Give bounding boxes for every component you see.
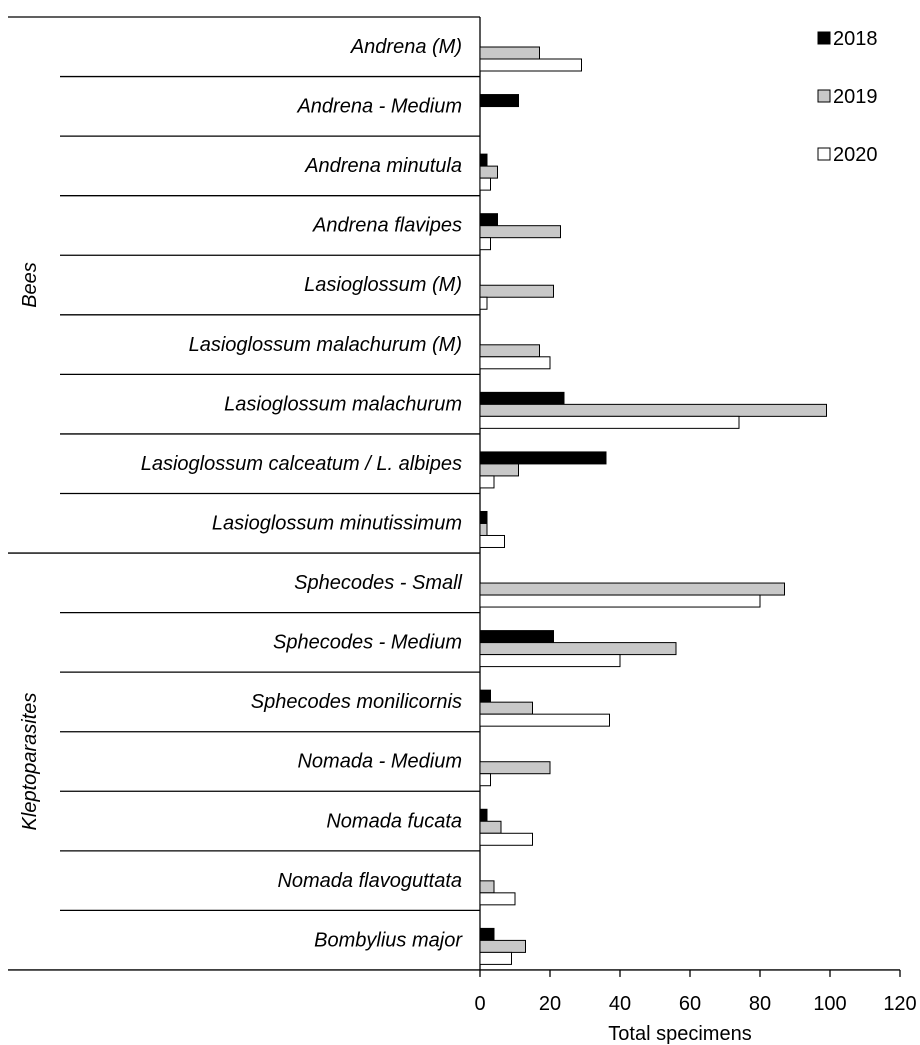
bar-2019 — [479, 642, 677, 656]
bar-2018 — [479, 510, 488, 524]
bar-2020 — [479, 832, 533, 846]
category-label: Sphecodes - Medium — [273, 632, 462, 654]
bar-2018 — [479, 451, 607, 465]
x-axis-ticks: 0 20 40 60 80 100 120 — [474, 969, 917, 1015]
x-tick-label: 80 — [749, 993, 771, 1015]
legend: 2018 2019 2020 — [817, 28, 878, 166]
bar-2019 — [479, 46, 540, 60]
bar-2020 — [479, 534, 505, 548]
x-tick-label: 100 — [813, 993, 846, 1015]
bar-2018 — [479, 808, 488, 822]
group-label: Bees — [19, 262, 41, 308]
category-label: Lasioglossum malachurum (M) — [189, 334, 462, 356]
bar-2020 — [479, 296, 488, 310]
legend-label-2018: 2018 — [833, 28, 878, 50]
bar-2019 — [479, 761, 551, 775]
bar-2019 — [479, 582, 785, 596]
bar-2018 — [479, 153, 488, 167]
bar-2020 — [479, 58, 582, 72]
category-label: Sphecodes monilicornis — [251, 691, 462, 713]
chart-lines — [8, 16, 900, 971]
category-label: Lasioglossum minutissimum — [212, 512, 462, 534]
x-tick-label: 40 — [609, 993, 631, 1015]
bar-2020 — [479, 713, 610, 727]
bar-2019 — [479, 225, 561, 239]
category-label: Lasioglossum calceatum / L. albipes — [141, 453, 462, 475]
bar-2020 — [479, 356, 551, 370]
legend-label-2020: 2020 — [833, 144, 878, 166]
category-labels: Andrena (M) Andrena - Medium Andrena minut… — [141, 36, 464, 951]
x-tick-label: 20 — [539, 993, 561, 1015]
category-label: Andrena - Medium — [296, 96, 462, 118]
x-axis-title: Total specimens — [608, 1023, 751, 1045]
category-label: Nomada fucata — [326, 810, 462, 832]
x-tick-label: 60 — [679, 993, 701, 1015]
bar-2018 — [479, 213, 498, 227]
legend-swatch-2020 — [817, 147, 831, 161]
bar-2019 — [479, 522, 488, 536]
bar-2020 — [479, 654, 621, 668]
bar-2018 — [479, 391, 565, 405]
legend-label-2019: 2019 — [833, 86, 878, 108]
category-label: Lasioglossum malachurum — [224, 393, 462, 415]
x-tick-label: 0 — [474, 993, 485, 1015]
bar-2019 — [479, 463, 519, 477]
bar-2018 — [479, 689, 491, 703]
bar-2018 — [479, 630, 554, 644]
bar-2020 — [479, 475, 495, 489]
legend-swatch-2019 — [817, 89, 831, 103]
bar-2019 — [479, 701, 533, 715]
bar-2019 — [479, 165, 498, 179]
bar-2018 — [479, 94, 519, 108]
bar-2020 — [479, 892, 516, 906]
category-label: Lasioglossum (M) — [304, 274, 462, 296]
legend-swatch-2018 — [817, 31, 831, 45]
chart-bars — [479, 46, 827, 965]
bar-2020 — [479, 415, 740, 429]
bar-2020 — [479, 773, 491, 787]
bar-2019 — [479, 403, 827, 417]
bar-2020 — [479, 237, 491, 251]
category-label: Andrena minutula — [304, 155, 462, 177]
group-labels: Bees Kleptoparasites — [19, 262, 41, 830]
bar-2019 — [479, 939, 526, 953]
category-label: Nomada flavoguttata — [277, 870, 462, 892]
category-label: Andrena flavipes — [312, 215, 462, 237]
category-label: Sphecodes - Small — [294, 572, 462, 594]
category-label: Nomada - Medium — [297, 751, 462, 773]
bar-2018 — [479, 927, 495, 941]
bar-2019 — [479, 344, 540, 358]
x-tick-label: 120 — [883, 993, 916, 1015]
category-label: Bombylius major — [314, 929, 463, 951]
bar-2020 — [479, 594, 761, 608]
bar-2019 — [479, 284, 554, 298]
bar-2020 — [479, 177, 491, 191]
bar-2020 — [479, 951, 512, 965]
group-label: Kleptoparasites — [19, 693, 41, 831]
bar-2019 — [479, 820, 502, 834]
category-label: Andrena (M) — [350, 36, 462, 58]
bar-2019 — [479, 880, 495, 894]
